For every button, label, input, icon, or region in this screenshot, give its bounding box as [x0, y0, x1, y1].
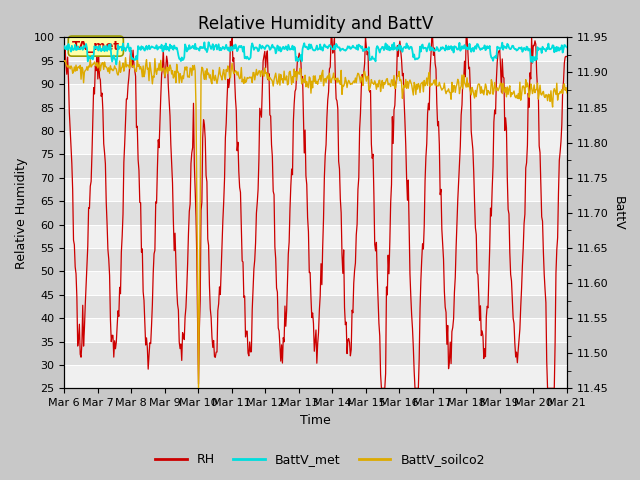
Legend: RH, BattV_met, BattV_soilco2: RH, BattV_met, BattV_soilco2 — [150, 448, 490, 471]
Y-axis label: Relative Humidity: Relative Humidity — [15, 157, 28, 268]
Bar — [64, 225, 567, 248]
Bar — [64, 178, 567, 201]
Text: TA_met: TA_met — [72, 40, 120, 53]
Y-axis label: BattV: BattV — [612, 195, 625, 230]
Bar — [64, 365, 567, 388]
Bar — [64, 131, 567, 155]
Bar — [64, 318, 567, 342]
X-axis label: Time: Time — [300, 414, 331, 427]
Bar — [64, 37, 567, 61]
Bar — [64, 271, 567, 295]
Title: Relative Humidity and BattV: Relative Humidity and BattV — [198, 15, 433, 33]
Bar — [64, 84, 567, 108]
